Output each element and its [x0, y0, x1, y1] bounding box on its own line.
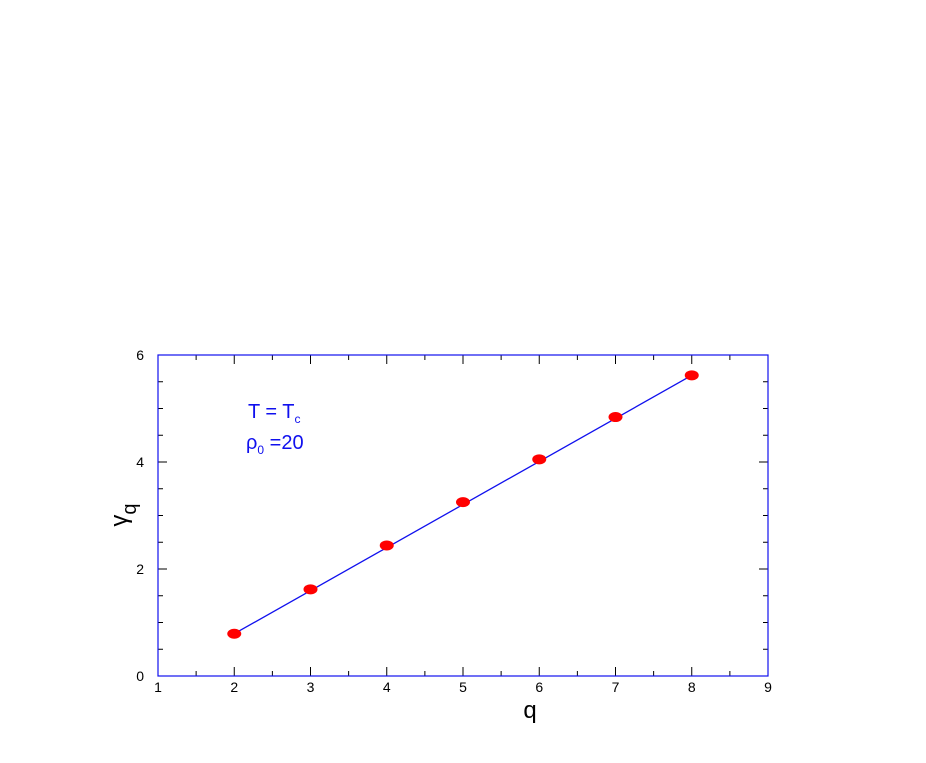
data-point — [227, 628, 242, 639]
x-tick-label: 9 — [764, 679, 772, 695]
x-tick-label: 4 — [383, 679, 391, 695]
x-tick-label: 3 — [307, 679, 315, 695]
y-tick-label: 2 — [136, 561, 144, 577]
x-tick-label: 1 — [154, 679, 162, 695]
plot-frame — [157, 354, 769, 677]
annotation-temperature-main: T = T — [248, 401, 295, 423]
data-point — [303, 584, 318, 595]
x-axis-title: q — [523, 697, 536, 724]
data-point — [532, 454, 547, 465]
data-point — [684, 370, 699, 381]
x-tick-label: 6 — [535, 679, 543, 695]
y-tick-label: 6 — [136, 347, 144, 363]
y-axis-title-sub: q — [119, 503, 141, 514]
annotation-temperature: T = Tc — [248, 401, 301, 426]
x-tick-label: 2 — [230, 679, 238, 695]
y-axis-title-main: γ — [106, 515, 133, 527]
annotation-temperature-sub: c — [295, 412, 301, 426]
y-axis-title: γq — [106, 503, 141, 526]
x-tick-label: 7 — [612, 679, 620, 695]
data-point — [379, 540, 394, 551]
data-points — [227, 370, 699, 639]
axis-tick-labels: 1 2 3 4 5 6 7 8 9 0 2 4 6 — [136, 347, 772, 695]
y-tick-label: 0 — [136, 668, 144, 684]
data-point — [456, 497, 470, 508]
x-tick-label: 5 — [459, 679, 467, 695]
annotation-density-main: ρ — [246, 432, 257, 454]
annotation-density: ρ0 =20 — [246, 432, 304, 457]
y-tick-label: 4 — [136, 454, 144, 470]
annotation-density-rest: =20 — [264, 432, 303, 454]
x-tick-label: 8 — [688, 679, 696, 695]
data-point — [608, 412, 623, 423]
annotation-density-sub: 0 — [257, 443, 264, 457]
axis-ticks — [157, 354, 769, 677]
